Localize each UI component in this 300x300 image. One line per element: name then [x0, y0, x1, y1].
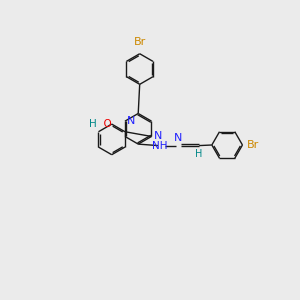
Text: H: H [89, 119, 97, 129]
Text: H: H [196, 148, 203, 158]
Text: Br: Br [134, 37, 146, 47]
Text: N: N [127, 116, 136, 126]
Text: Br: Br [247, 140, 259, 150]
Text: N: N [174, 133, 183, 143]
Text: NH: NH [152, 141, 167, 151]
Text: O: O [97, 119, 112, 129]
Text: N: N [154, 131, 162, 142]
